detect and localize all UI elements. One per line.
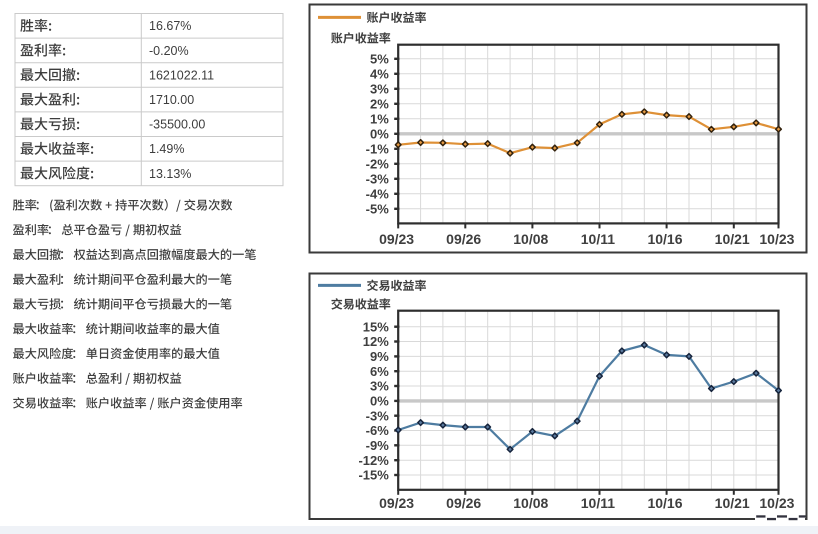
svg-text:3%: 3% [370,379,389,394]
svg-text:10/11: 10/11 [581,495,615,511]
svg-text:10/08: 10/08 [513,231,548,247]
svg-text:12%: 12% [363,334,389,349]
svg-text:16.67%: 16.67% [149,19,191,33]
svg-text:09/23: 09/23 [379,495,414,511]
svg-text:5%: 5% [370,51,389,66]
svg-text:-3%: -3% [366,408,390,423]
svg-text:2%: 2% [370,96,389,111]
svg-text:09/26: 09/26 [446,495,481,511]
svg-text:9%: 9% [370,349,389,364]
svg-text:-9%: -9% [366,438,390,453]
svg-text:-3%: -3% [366,171,390,186]
svg-text:-15%: -15% [358,468,389,483]
svg-text:-0.20%: -0.20% [149,44,189,58]
svg-text:4%: 4% [370,66,389,81]
svg-text:09/23: 09/23 [379,231,414,247]
svg-text:-4%: -4% [366,186,390,201]
svg-text:1710.00: 1710.00 [149,93,194,107]
svg-text:0%: 0% [370,126,389,141]
svg-text:13.13%: 13.13% [149,167,191,181]
svg-text:1.49%: 1.49% [149,142,184,156]
svg-text:-6%: -6% [366,423,390,438]
svg-text:-12%: -12% [358,453,389,468]
svg-text:10/23: 10/23 [759,231,794,247]
svg-text:1%: 1% [370,111,389,126]
svg-text:10/21: 10/21 [715,495,750,511]
svg-text:10/16: 10/16 [647,495,682,511]
svg-text:0%: 0% [370,394,389,409]
svg-text:10/21: 10/21 [715,231,750,247]
svg-text:10/16: 10/16 [647,231,682,247]
svg-text:10/08: 10/08 [513,495,548,511]
svg-text:6%: 6% [370,364,389,379]
svg-text:-5%: -5% [366,201,390,216]
svg-text:-2%: -2% [366,156,390,171]
svg-text:-1%: -1% [366,141,390,156]
svg-text:10/11: 10/11 [581,231,615,247]
svg-text:09/26: 09/26 [446,231,481,247]
svg-text:15%: 15% [363,319,389,334]
svg-text:3%: 3% [370,81,389,96]
svg-text:10/23: 10/23 [759,495,794,511]
svg-text:-35500.00: -35500.00 [149,118,205,132]
svg-text:1621022.11: 1621022.11 [149,68,214,82]
